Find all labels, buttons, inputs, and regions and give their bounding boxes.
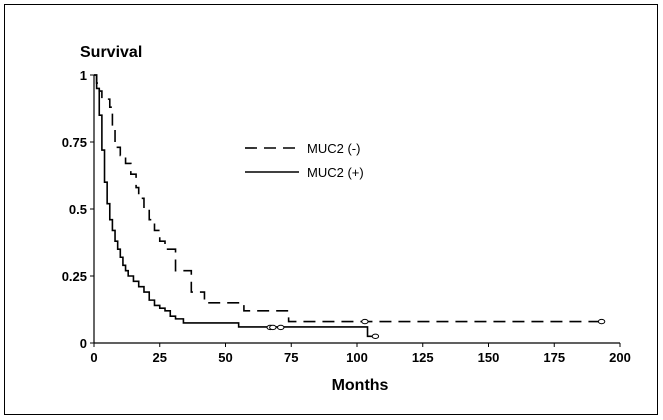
y-tick-label: 0.5 [69, 202, 87, 217]
x-tick-label: 0 [90, 350, 97, 365]
survival-chart: Survival Months 0 0.25 0.5 0.75 1 0 25 50 75 100… [62, 44, 631, 394]
chart-frame: Survival Months 0 0.25 0.5 0.75 1 0 25 50 75 100… [4, 4, 658, 415]
x-tick-label: 150 [478, 350, 500, 365]
censor-mark-muc2-positive [269, 324, 277, 331]
y-tick-label: 0.75 [62, 135, 87, 150]
x-tick-label: 75 [284, 350, 298, 365]
censor-mark-muc2-negative [361, 318, 369, 325]
legend-label-muc2-positive: MUC2 (+) [307, 165, 364, 180]
x-tick-label: 175 [543, 350, 565, 365]
x-tick-label: 100 [346, 350, 368, 365]
y-tick-label: 0.25 [62, 269, 87, 284]
series-line-muc2-negative [94, 74, 602, 323]
x-tick-label: 50 [218, 350, 232, 365]
censor-mark-muc2-positive [371, 333, 380, 339]
x-tick-label: 200 [609, 350, 631, 365]
x-tick-label: 25 [153, 350, 167, 365]
legend-label-muc2-negative: MUC2 (-) [307, 141, 360, 156]
censor-mark-muc2-negative [597, 318, 606, 325]
censor-mark-muc2-positive [277, 324, 285, 331]
y-axis-title: Survival [80, 44, 142, 61]
y-tick-label: 0 [80, 336, 87, 351]
y-tick-label: 1 [80, 68, 87, 83]
x-tick-label: 125 [412, 350, 434, 365]
x-axis-title: Months [332, 377, 389, 394]
series-line-muc2-positive [94, 74, 379, 338]
